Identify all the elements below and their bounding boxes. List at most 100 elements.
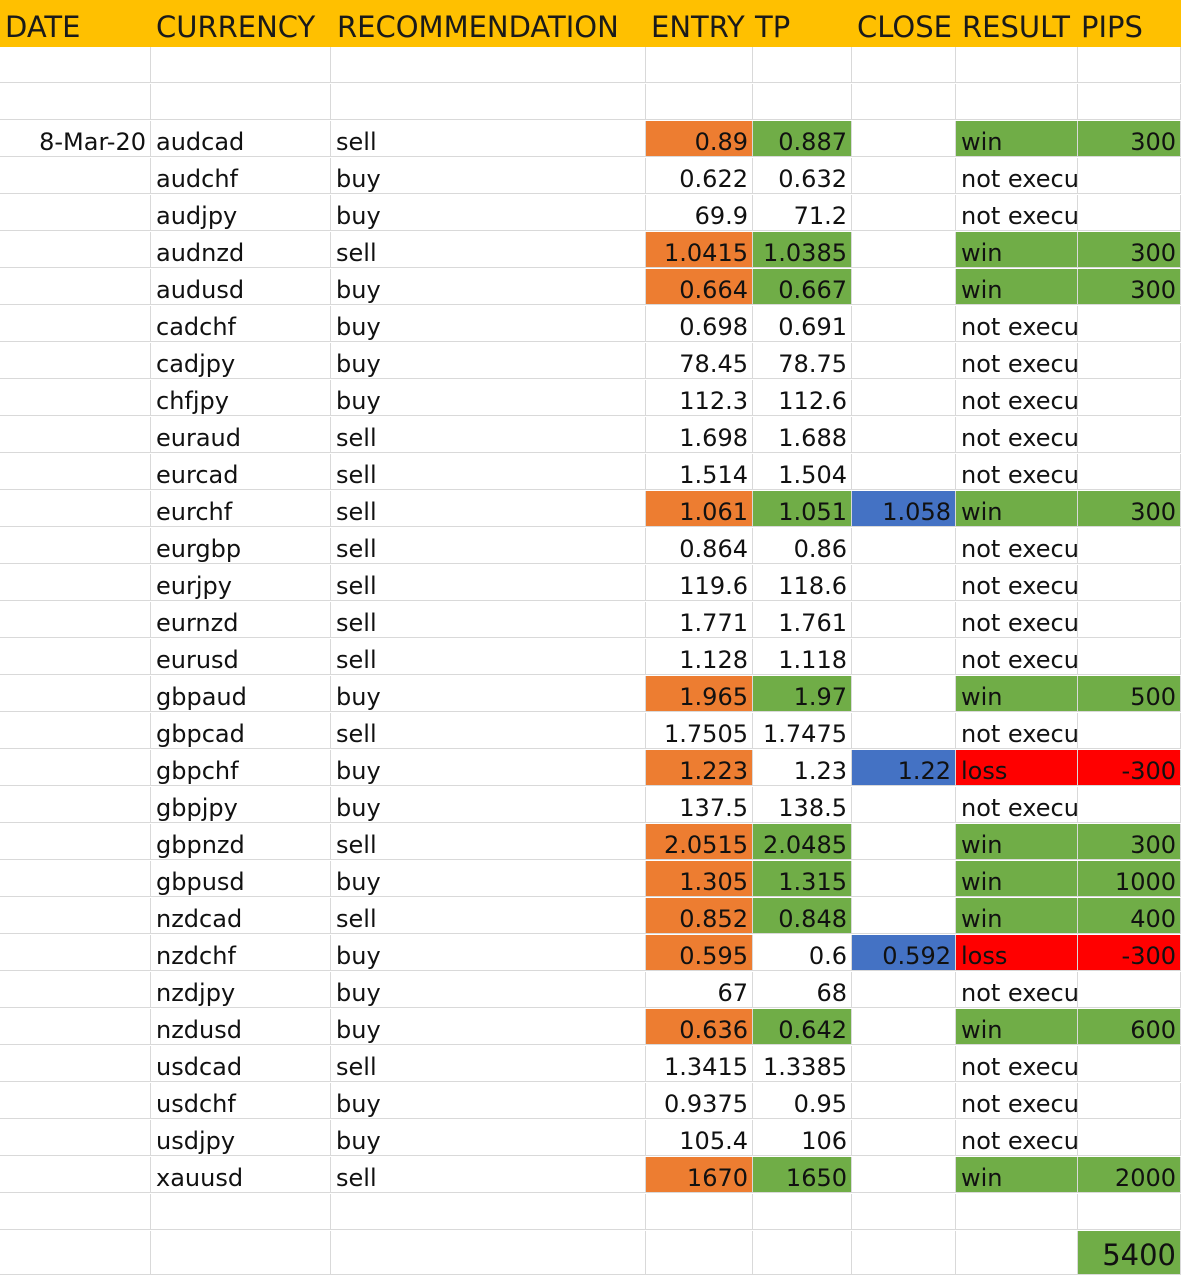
result-cell[interactable]: win [956, 491, 1078, 527]
result-cell[interactable]: win [956, 232, 1078, 268]
entry-cell[interactable]: 78.45 [646, 343, 753, 379]
currency-cell[interactable]: euraud [151, 417, 331, 453]
close-cell[interactable]: 1.22 [852, 750, 956, 786]
currency-cell[interactable]: gbpcad [151, 713, 331, 749]
tp-cell[interactable]: 78.75 [753, 343, 852, 379]
entry-cell[interactable]: 1.698 [646, 417, 753, 453]
pips-cell[interactable] [1078, 1120, 1181, 1156]
currency-cell[interactable]: audchf [151, 158, 331, 194]
currency-cell[interactable]: chfjpy [151, 380, 331, 416]
currency-cell[interactable] [151, 1194, 331, 1230]
date-cell[interactable] [0, 898, 151, 934]
close-cell[interactable] [852, 1009, 956, 1045]
entry-cell[interactable] [646, 47, 753, 83]
entry-cell[interactable] [646, 1231, 753, 1275]
currency-cell[interactable]: usdjpy [151, 1120, 331, 1156]
close-cell[interactable] [852, 417, 956, 453]
date-cell[interactable] [0, 1046, 151, 1082]
tp-cell[interactable]: 0.86 [753, 528, 852, 564]
date-cell[interactable] [0, 935, 151, 971]
close-cell[interactable] [852, 602, 956, 638]
currency-cell[interactable]: gbpusd [151, 861, 331, 897]
result-cell[interactable]: not executed [956, 1046, 1078, 1082]
tp-cell[interactable]: 1650 [753, 1157, 852, 1193]
close-cell[interactable]: 1.058 [852, 491, 956, 527]
pips-cell[interactable] [1078, 84, 1181, 120]
pips-cell[interactable] [1078, 1194, 1181, 1230]
result-cell[interactable]: not executed [956, 528, 1078, 564]
tp-cell[interactable]: 118.6 [753, 565, 852, 601]
pips-cell[interactable]: -300 [1078, 750, 1181, 786]
entry-cell[interactable]: 1.514 [646, 454, 753, 490]
result-cell[interactable]: not executed [956, 639, 1078, 675]
tp-cell[interactable]: 0.848 [753, 898, 852, 934]
date-cell[interactable] [0, 84, 151, 120]
close-cell[interactable] [852, 824, 956, 860]
result-cell[interactable]: not executed [956, 158, 1078, 194]
entry-cell[interactable]: 67 [646, 972, 753, 1008]
rec-cell[interactable]: buy [331, 1120, 646, 1156]
close-cell[interactable] [852, 1231, 956, 1275]
entry-cell[interactable]: 1.223 [646, 750, 753, 786]
pips-cell[interactable] [1078, 1046, 1181, 1082]
pips-cell[interactable] [1078, 417, 1181, 453]
currency-cell[interactable]: eurnzd [151, 602, 331, 638]
entry-cell[interactable]: 0.636 [646, 1009, 753, 1045]
entry-cell[interactable]: 105.4 [646, 1120, 753, 1156]
rec-cell[interactable]: sell [331, 1046, 646, 1082]
pips-cell[interactable] [1078, 713, 1181, 749]
close-cell[interactable] [852, 47, 956, 83]
close-cell[interactable] [852, 1120, 956, 1156]
date-cell[interactable] [0, 602, 151, 638]
currency-cell[interactable]: cadchf [151, 306, 331, 342]
currency-cell[interactable]: audjpy [151, 195, 331, 231]
tp-cell[interactable]: 106 [753, 1120, 852, 1156]
rec-cell[interactable]: buy [331, 380, 646, 416]
entry-cell[interactable]: 0.622 [646, 158, 753, 194]
tp-cell[interactable]: 1.315 [753, 861, 852, 897]
currency-cell[interactable]: gbpaud [151, 676, 331, 712]
pips-cell[interactable] [1078, 972, 1181, 1008]
pips-cell[interactable]: 2000 [1078, 1157, 1181, 1193]
currency-cell[interactable] [151, 84, 331, 120]
pips-cell[interactable]: 300 [1078, 824, 1181, 860]
rec-cell[interactable]: sell [331, 824, 646, 860]
currency-cell[interactable]: eurusd [151, 639, 331, 675]
entry-cell[interactable]: 119.6 [646, 565, 753, 601]
pips-cell[interactable] [1078, 195, 1181, 231]
tp-cell[interactable]: 68 [753, 972, 852, 1008]
date-cell[interactable] [0, 269, 151, 305]
entry-cell[interactable]: 0.698 [646, 306, 753, 342]
pips-cell[interactable] [1078, 454, 1181, 490]
pips-cell[interactable]: 300 [1078, 269, 1181, 305]
date-cell[interactable]: 8-Mar-20 [0, 121, 151, 157]
pips-cell[interactable]: 500 [1078, 676, 1181, 712]
entry-cell[interactable] [646, 1194, 753, 1230]
entry-cell[interactable]: 1.771 [646, 602, 753, 638]
result-cell[interactable]: not executed [956, 972, 1078, 1008]
tp-cell[interactable]: 138.5 [753, 787, 852, 823]
rec-cell[interactable]: buy [331, 269, 646, 305]
tp-cell[interactable]: 1.23 [753, 750, 852, 786]
currency-cell[interactable]: eurjpy [151, 565, 331, 601]
rec-cell[interactable]: buy [331, 972, 646, 1008]
tp-cell[interactable] [753, 84, 852, 120]
rec-cell[interactable]: buy [331, 861, 646, 897]
rec-cell[interactable]: buy [331, 676, 646, 712]
date-cell[interactable] [0, 676, 151, 712]
date-cell[interactable] [0, 380, 151, 416]
rec-cell[interactable]: sell [331, 121, 646, 157]
date-cell[interactable] [0, 1157, 151, 1193]
tp-cell[interactable]: 0.642 [753, 1009, 852, 1045]
close-cell[interactable] [852, 306, 956, 342]
tp-cell[interactable]: 0.632 [753, 158, 852, 194]
currency-cell[interactable]: eurcad [151, 454, 331, 490]
rec-cell[interactable]: buy [331, 787, 646, 823]
rec-cell[interactable]: sell [331, 898, 646, 934]
pips-cell[interactable] [1078, 380, 1181, 416]
currency-cell[interactable]: audnzd [151, 232, 331, 268]
close-cell[interactable] [852, 1046, 956, 1082]
currency-cell[interactable]: gbpjpy [151, 787, 331, 823]
close-cell[interactable] [852, 1157, 956, 1193]
rec-cell[interactable]: sell [331, 491, 646, 527]
